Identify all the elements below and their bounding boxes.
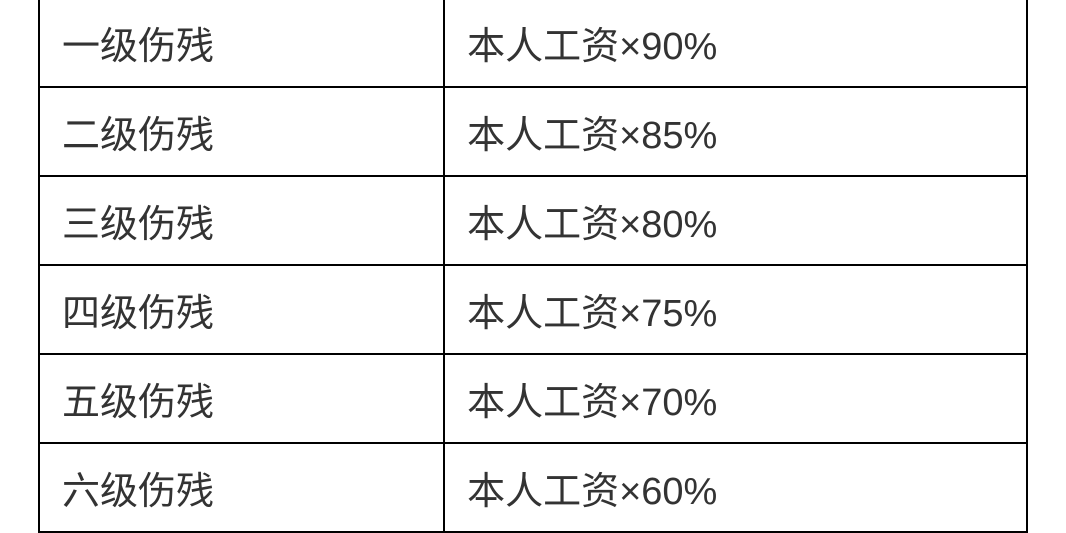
compensation-formula-cell: 本人工资×70% <box>444 354 1027 443</box>
disability-level-cell: 一级伤残 <box>39 0 444 87</box>
disability-level-cell: 六级伤残 <box>39 443 444 532</box>
table-row: 五级伤残 本人工资×70% <box>39 354 1027 443</box>
table-body: 一级伤残 本人工资×90% 二级伤残 本人工资×85% 三级伤残 本人工资×80… <box>39 0 1027 532</box>
disability-level-cell: 四级伤残 <box>39 265 444 354</box>
compensation-formula-cell: 本人工资×80% <box>444 176 1027 265</box>
compensation-formula-cell: 本人工资×75% <box>444 265 1027 354</box>
table-row: 三级伤残 本人工资×80% <box>39 176 1027 265</box>
table-row: 一级伤残 本人工资×90% <box>39 0 1027 87</box>
compensation-formula-cell: 本人工资×90% <box>444 0 1027 87</box>
disability-compensation-table-container: 一级伤残 本人工资×90% 二级伤残 本人工资×85% 三级伤残 本人工资×80… <box>38 0 1028 533</box>
compensation-formula-cell: 本人工资×60% <box>444 443 1027 532</box>
disability-level-cell: 五级伤残 <box>39 354 444 443</box>
disability-compensation-table: 一级伤残 本人工资×90% 二级伤残 本人工资×85% 三级伤残 本人工资×80… <box>38 0 1028 533</box>
disability-level-cell: 三级伤残 <box>39 176 444 265</box>
disability-level-cell: 二级伤残 <box>39 87 444 176</box>
compensation-formula-cell: 本人工资×85% <box>444 87 1027 176</box>
table-row: 四级伤残 本人工资×75% <box>39 265 1027 354</box>
table-row: 二级伤残 本人工资×85% <box>39 87 1027 176</box>
table-row: 六级伤残 本人工资×60% <box>39 443 1027 532</box>
